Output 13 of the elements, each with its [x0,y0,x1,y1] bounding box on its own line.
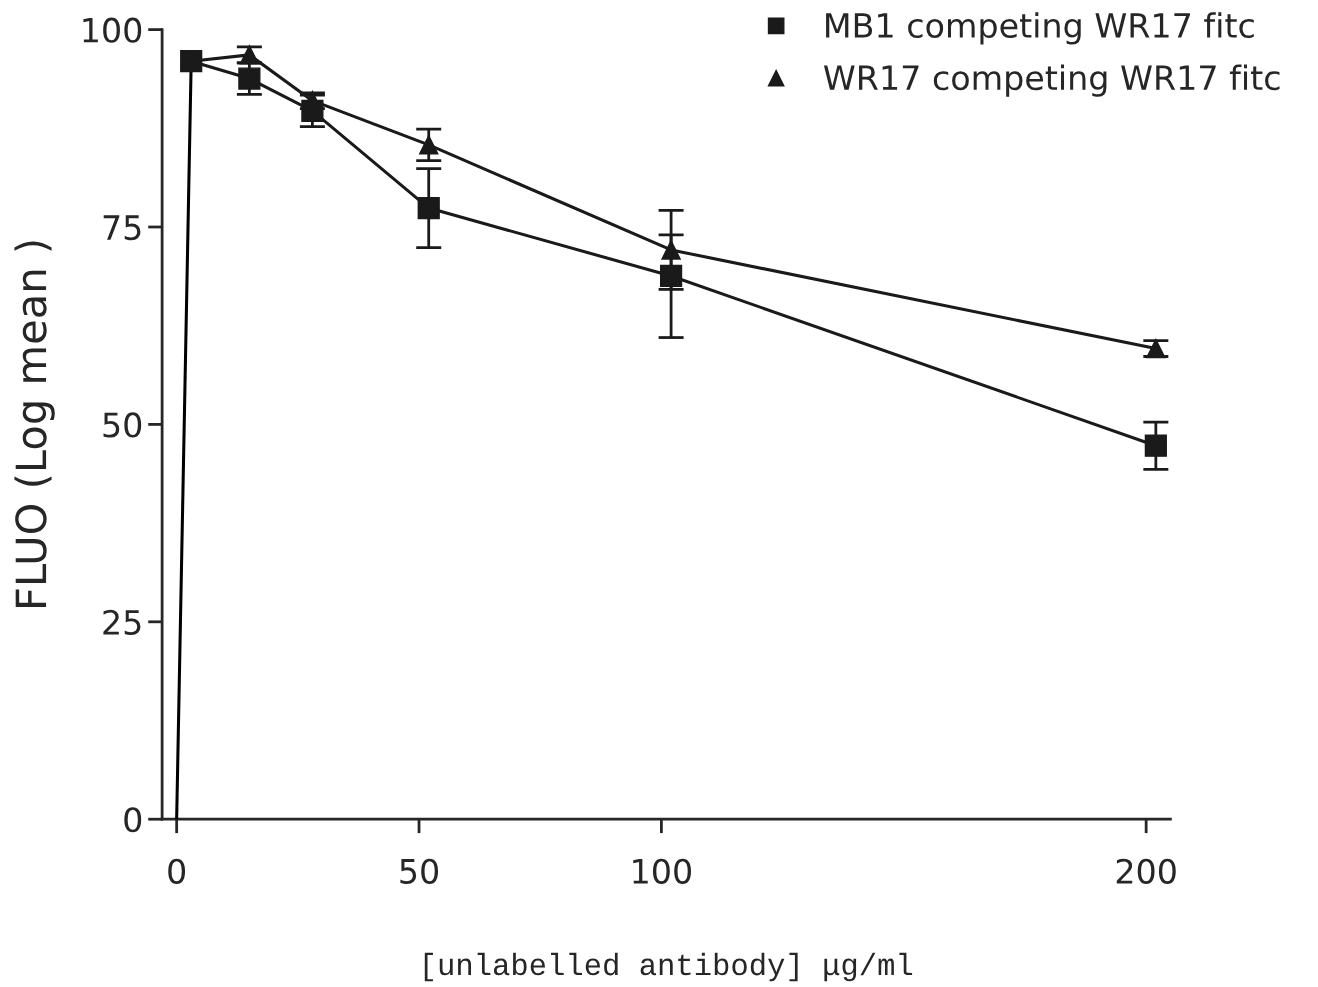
y-tick-label: 50 [103,412,142,438]
x-tick-label: 0 [168,858,186,884]
x-tick-label: 100 [633,858,691,884]
legend-label: WR17 competing WR17 fitc [823,64,1280,97]
x-tick-label: 200 [1116,858,1176,884]
y-tick-label: 25 [103,609,141,635]
y-axis-title: FLUO (Log mean ) [14,241,55,607]
x-axis-title: [unlabelled antibody] μg/ml [424,952,913,982]
y-tick-label: 100 [83,17,142,43]
legend-label: MB1 competing WR17 fitc [826,12,1254,45]
y-tick-label: 0 [124,807,142,833]
y-tick-label: 75 [103,215,141,241]
x-tick-label: 50 [400,858,439,884]
